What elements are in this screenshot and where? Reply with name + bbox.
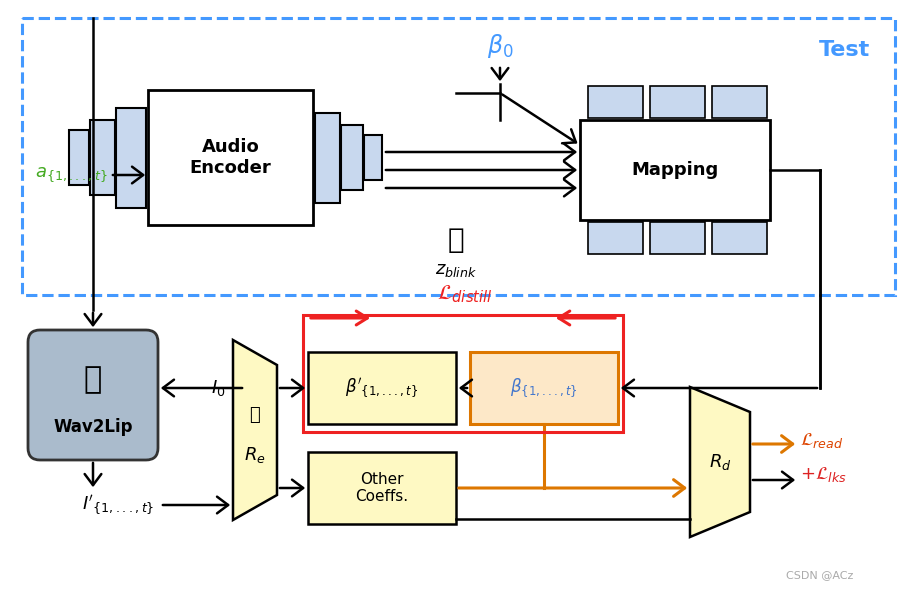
Text: 🔒: 🔒 bbox=[250, 406, 261, 424]
Text: 🎲: 🎲 bbox=[448, 226, 465, 254]
Text: Audio
Encoder: Audio Encoder bbox=[190, 138, 272, 177]
FancyBboxPatch shape bbox=[69, 130, 89, 185]
FancyBboxPatch shape bbox=[650, 86, 705, 118]
Text: $R_e$: $R_e$ bbox=[244, 445, 266, 465]
FancyBboxPatch shape bbox=[470, 352, 618, 424]
Text: $a_{\{1,...,t\}}$: $a_{\{1,...,t\}}$ bbox=[35, 166, 108, 184]
FancyBboxPatch shape bbox=[90, 120, 115, 195]
FancyBboxPatch shape bbox=[588, 86, 643, 118]
Polygon shape bbox=[233, 340, 277, 520]
Text: Test: Test bbox=[819, 40, 870, 60]
FancyBboxPatch shape bbox=[148, 90, 313, 225]
Text: $\beta_{\{1,...,t\}}$: $\beta_{\{1,...,t\}}$ bbox=[510, 377, 578, 399]
FancyBboxPatch shape bbox=[650, 222, 705, 254]
FancyBboxPatch shape bbox=[588, 222, 643, 254]
FancyBboxPatch shape bbox=[364, 135, 382, 180]
Text: $z_{blink}$: $z_{blink}$ bbox=[435, 261, 477, 279]
FancyBboxPatch shape bbox=[341, 125, 363, 190]
FancyBboxPatch shape bbox=[712, 222, 767, 254]
Text: $\mathcal{L}_{read}$: $\mathcal{L}_{read}$ bbox=[800, 431, 844, 450]
Text: $R_d$: $R_d$ bbox=[709, 452, 732, 472]
FancyBboxPatch shape bbox=[28, 330, 158, 460]
FancyBboxPatch shape bbox=[308, 452, 456, 524]
Text: $I_0$: $I_0$ bbox=[211, 378, 225, 398]
FancyBboxPatch shape bbox=[308, 352, 456, 424]
FancyBboxPatch shape bbox=[580, 120, 770, 220]
Text: $+\mathcal{L}_{lks}$: $+\mathcal{L}_{lks}$ bbox=[800, 466, 846, 485]
FancyBboxPatch shape bbox=[315, 112, 340, 203]
Text: 🔒: 🔒 bbox=[84, 365, 102, 394]
Text: $I'_{\{1,...,t\}}$: $I'_{\{1,...,t\}}$ bbox=[82, 493, 154, 517]
FancyBboxPatch shape bbox=[712, 86, 767, 118]
Text: $\beta'_{\{1,...,t\}}$: $\beta'_{\{1,...,t\}}$ bbox=[345, 376, 419, 400]
Polygon shape bbox=[690, 387, 750, 537]
FancyBboxPatch shape bbox=[116, 108, 146, 207]
Text: Mapping: Mapping bbox=[632, 161, 719, 179]
Text: $\beta_0$: $\beta_0$ bbox=[487, 32, 513, 60]
Text: CSDN @ACz: CSDN @ACz bbox=[787, 570, 854, 580]
Text: Wav2Lip: Wav2Lip bbox=[53, 419, 133, 437]
Text: Other
Coeffs.: Other Coeffs. bbox=[355, 472, 409, 504]
Text: $\mathcal{L}_{distill}$: $\mathcal{L}_{distill}$ bbox=[437, 283, 493, 305]
